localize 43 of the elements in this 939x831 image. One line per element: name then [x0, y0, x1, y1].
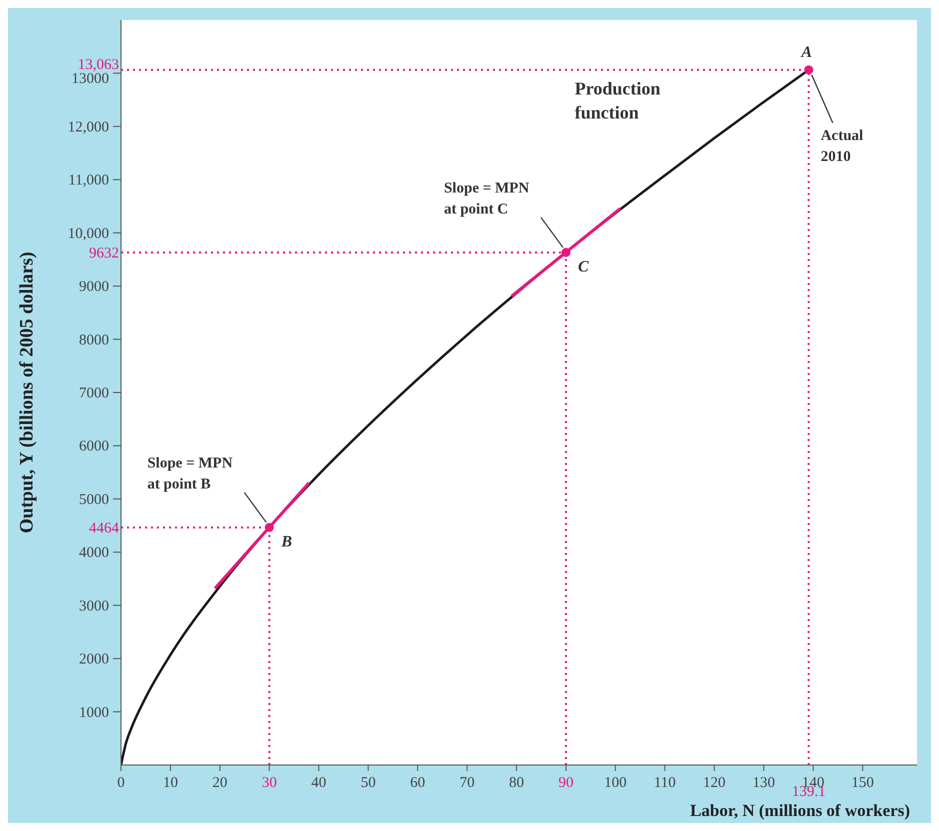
point [804, 65, 814, 74]
y-tick-label: 9000 [79, 279, 109, 296]
y-tick-label: 10,000 [68, 226, 109, 242]
y-tick-label: 3000 [79, 598, 109, 614]
annotation: B [280, 533, 292, 550]
x-tick-label: 50 [360, 775, 376, 791]
y-tick-label: 7000 [79, 386, 109, 402]
y-tick-label: 1000 [79, 704, 109, 721]
point [264, 522, 274, 532]
y-tick-label: 13000 [72, 71, 109, 88]
y-tick-label: 5000 [79, 492, 109, 508]
y-tick-label: 4000 [79, 545, 109, 562]
y-tick-label: 8000 [79, 332, 109, 348]
x-tick-label: 130 [752, 775, 775, 791]
x-tick-label: 120 [703, 775, 726, 791]
ref-line-label: 9632 [89, 245, 119, 262]
ref-line-label: 4464 [89, 520, 120, 536]
x-axis-title: Labor, N (millions of workers) [690, 801, 910, 820]
point [561, 248, 570, 257]
annotation: Slope = MPN at point C [444, 180, 530, 218]
y-axis-title: Output, Y (billions of 2005 dollars) [16, 252, 38, 534]
y-tick-label: 6000 [79, 438, 109, 455]
annotation: A [800, 44, 812, 61]
x-tick-label: 100 [604, 775, 627, 791]
x-tick-label: 80 [509, 775, 524, 791]
x-tick-label: 110 [654, 775, 676, 791]
annotation: Production function [574, 78, 660, 122]
x-tick-label: 40 [311, 775, 326, 791]
annotation: Slope = MPN at point B [147, 455, 233, 492]
annotation: Actual 2010 [820, 128, 864, 165]
annotation: C [578, 258, 589, 276]
ref-line-label: 13,063 [78, 56, 119, 73]
y-tick-label: 11,000 [68, 172, 109, 189]
x-tick-label: 60 [410, 775, 426, 791]
x-tick-label: 20 [212, 775, 228, 791]
y-tick-label: 12,000 [68, 119, 109, 136]
y-tick-label: 2000 [79, 652, 109, 668]
x-tick-label: 30 [262, 775, 277, 791]
x-tick-label: 70 [460, 775, 475, 791]
x-tick-label: 0 [117, 775, 125, 791]
x-tick-label: 10 [162, 775, 178, 791]
x-tick-label: 90 [558, 775, 574, 791]
x-tick-label: 150 [851, 775, 874, 791]
